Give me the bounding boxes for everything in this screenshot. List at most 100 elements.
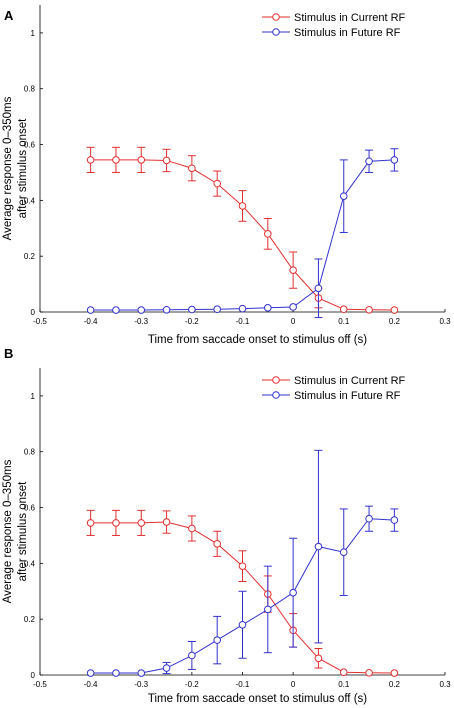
data-point — [162, 305, 171, 314]
y-axis-label-line-2: after stimulus onset — [17, 481, 29, 582]
data-point — [339, 305, 348, 314]
y-tick-label: 1 — [31, 29, 36, 38]
series-line — [90, 159, 395, 311]
data-point — [264, 230, 272, 238]
data-point — [365, 305, 373, 314]
data-point — [188, 524, 196, 533]
x-tick-label: -0.3 — [134, 317, 148, 326]
legend-label: Stimulus in Current RF — [294, 12, 406, 24]
data-point — [289, 266, 297, 274]
y-tick-label: 0.2 — [24, 252, 36, 261]
data-point — [339, 668, 348, 677]
data-point — [390, 516, 399, 524]
y-tick-label: 0.6 — [24, 504, 36, 513]
data-point — [390, 669, 399, 677]
y-tick-label: 1 — [31, 392, 36, 401]
x-tick-label: -0.5 — [33, 317, 47, 326]
x-tick-label: -0.2 — [185, 680, 199, 689]
data-point — [137, 156, 146, 164]
x-tick-label: -0.3 — [134, 680, 148, 689]
legend-marker — [272, 376, 280, 384]
data-point — [162, 664, 171, 672]
data-point — [86, 156, 95, 164]
legend-marker — [272, 13, 280, 21]
x-tick-label: 0.2 — [389, 317, 401, 326]
legend-label: Stimulus in Current RF — [294, 375, 406, 387]
data-point — [264, 304, 272, 312]
data-point — [339, 548, 348, 557]
data-point — [188, 651, 196, 660]
data-point — [213, 179, 221, 188]
data-point — [86, 519, 95, 527]
data-point — [289, 588, 297, 597]
data-point — [390, 306, 399, 314]
x-tick-label: -0.1 — [236, 317, 250, 326]
legend-label: Stimulus in Future RF — [294, 390, 401, 402]
panel-label: B — [4, 346, 13, 361]
x-tick-label: 0.2 — [389, 680, 401, 689]
x-tick-label: -0.5 — [33, 680, 47, 689]
data-point — [390, 156, 399, 164]
y-tick-label: 0.2 — [24, 615, 36, 624]
data-point — [137, 519, 146, 527]
y-tick-label: 0.8 — [24, 85, 36, 94]
legend-marker — [272, 28, 280, 36]
data-point — [112, 669, 120, 677]
x-axis-label: Time from saccade onset to stimulus off … — [148, 334, 367, 346]
data-point — [314, 542, 323, 551]
y-tick-label: 0.4 — [24, 196, 36, 205]
data-point — [188, 164, 196, 173]
x-tick-label: -0.4 — [84, 317, 98, 326]
data-point — [213, 636, 221, 644]
x-tick-label: 0.1 — [338, 680, 350, 689]
legend-marker — [272, 391, 280, 399]
x-tick-label: 0.1 — [338, 317, 350, 326]
panel-b: B -0.5 -0.4 -0.3 -0.2 -0.1 0 0.1 0.2 0.3 0 0.2 0.4 0.… — [2, 346, 451, 705]
data-point — [188, 305, 196, 314]
series-line — [90, 159, 395, 311]
x-tick-label: 0.3 — [439, 317, 451, 326]
x-tick-label: 0.3 — [439, 680, 451, 689]
y-tick-label: 0.4 — [24, 559, 36, 568]
data-point — [238, 620, 247, 629]
data-point — [365, 157, 373, 166]
y-axis-label-line-1: Average response 0–350ms — [2, 96, 14, 240]
data-point — [238, 202, 247, 210]
legend-label: Stimulus in Future RF — [294, 27, 401, 39]
y-axis-label-line-1: Average response 0–350ms — [2, 459, 14, 603]
data-point — [238, 304, 247, 313]
data-point — [289, 303, 297, 311]
data-point — [213, 305, 221, 314]
x-tick-label: 0 — [291, 317, 296, 326]
data-point — [264, 605, 272, 614]
x-tick-label: -0.2 — [185, 317, 199, 326]
data-point — [137, 669, 146, 677]
x-tick-label: 0 — [291, 680, 296, 689]
data-point — [162, 518, 171, 526]
y-tick-label: 0.8 — [24, 448, 36, 457]
data-point — [86, 669, 95, 677]
x-tick-label: -0.1 — [236, 680, 250, 689]
data-point — [365, 514, 373, 523]
y-tick-label: 0.6 — [24, 141, 36, 150]
x-axis-label: Time from saccade onset to stimulus off … — [148, 693, 367, 705]
data-point — [137, 306, 146, 314]
panel-label: A — [4, 8, 14, 23]
data-point — [314, 654, 323, 663]
data-point — [213, 540, 221, 548]
data-point — [86, 306, 95, 314]
data-point — [314, 284, 323, 293]
data-point — [339, 192, 348, 200]
y-tick-label: 0 — [31, 308, 36, 317]
data-point — [112, 306, 120, 314]
data-point — [162, 156, 171, 165]
y-tick-label: 0 — [31, 671, 36, 680]
data-point — [238, 562, 247, 570]
data-point — [365, 668, 373, 677]
data-point — [112, 519, 120, 527]
panel-a: A -0.5 -0.4 -0.3 -0.2 -0.1 0 0.1 0.2 0.3 0 0.2 0.4 0.… — [2, 5, 451, 346]
x-tick-label: -0.4 — [84, 680, 98, 689]
y-axis-label-line-2: after stimulus onset — [17, 118, 29, 219]
data-point — [112, 156, 120, 164]
